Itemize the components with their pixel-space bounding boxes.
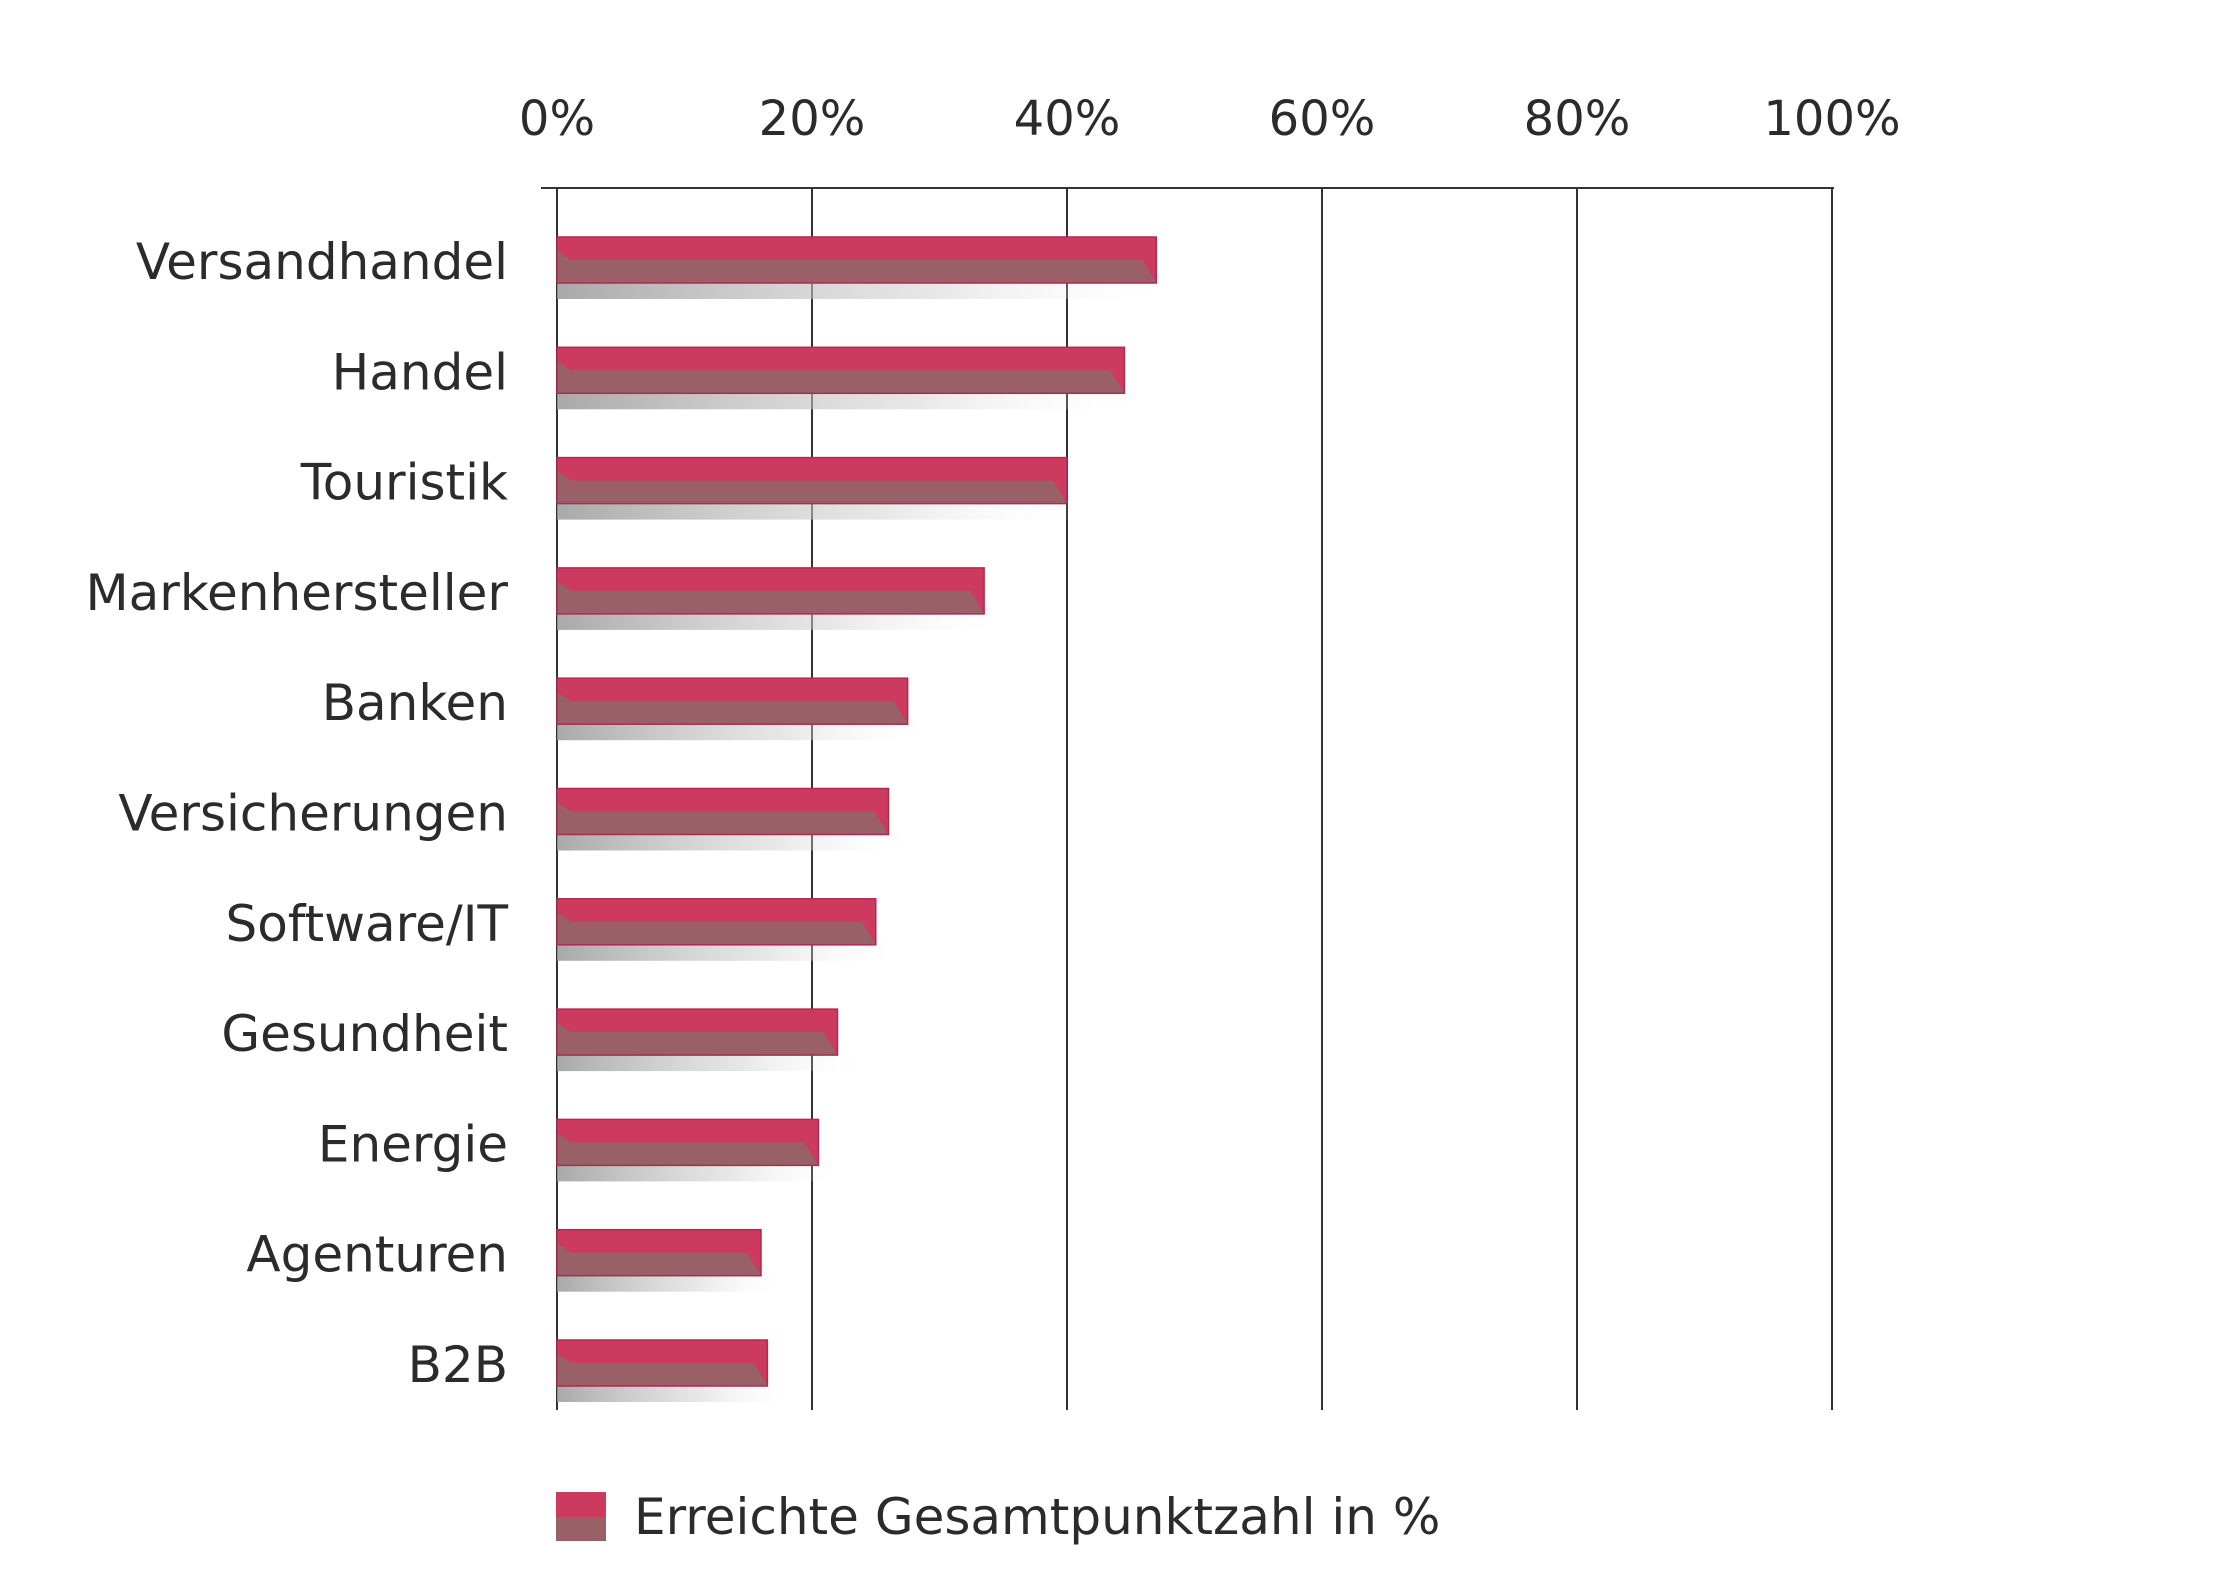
bar	[556, 456, 1068, 505]
category-label: Handel	[332, 343, 508, 401]
bars	[556, 236, 1185, 1402]
bar-outline	[556, 346, 1126, 395]
bar	[556, 236, 1157, 284]
bar-shadow	[557, 499, 1095, 520]
bar	[556, 567, 985, 615]
category-label: Banken	[322, 674, 508, 732]
category-labels: Versandhandel Handel Touristik Markenherste…	[86, 233, 509, 1394]
x-tick-label: 0%	[519, 91, 595, 147]
bar-outline	[556, 677, 909, 725]
bar-top-face	[557, 237, 1157, 283]
bar-shadow	[557, 940, 904, 961]
x-tick-label: 20%	[759, 91, 866, 147]
x-tick-label: 80%	[1524, 91, 1631, 147]
category-label: Versicherungen	[118, 785, 508, 843]
bar-shadow	[557, 1161, 847, 1182]
category-label: Agenturen	[246, 1226, 508, 1284]
category-label: Energie	[318, 1115, 508, 1173]
bar	[556, 677, 909, 725]
legend-swatch-bottom	[556, 1517, 606, 1541]
category-label: Markenhersteller	[86, 564, 509, 622]
category-label: B2B	[408, 1336, 508, 1394]
bar-top-face	[557, 788, 889, 835]
bar-top-face	[557, 567, 985, 614]
category-label: Software/IT	[225, 895, 508, 953]
bar	[556, 898, 877, 946]
bar-outline	[556, 1339, 769, 1387]
x-tick-label: 100%	[1763, 91, 1900, 147]
bar-top-face	[557, 1009, 838, 1056]
legend-label: Erreichte Gesamtpunktzahl in %	[634, 1488, 1440, 1546]
legend-swatch-top	[556, 1492, 606, 1517]
category-label: Touristik	[300, 454, 508, 512]
bar-top-face	[557, 678, 908, 725]
legend: Erreichte Gesamtpunktzahl in %	[556, 1488, 1440, 1546]
bar-top-face	[557, 1119, 819, 1166]
bar	[556, 1228, 762, 1277]
bar-shadow	[557, 830, 917, 851]
bar-top-face	[557, 1229, 761, 1276]
bar-top-face	[557, 898, 876, 945]
bar-shadow	[557, 389, 1153, 410]
bar	[556, 1339, 769, 1387]
bar-outline	[556, 787, 890, 836]
bar	[556, 1008, 839, 1056]
bar-outline	[556, 1228, 762, 1277]
bar-shadow	[557, 279, 1185, 299]
category-label: Gesundheit	[221, 1005, 508, 1063]
bar-top-face	[557, 457, 1067, 504]
bar-shadow	[557, 720, 936, 741]
x-tick-label: 40%	[1014, 91, 1121, 147]
bar-outline	[556, 236, 1157, 284]
bar-shadow	[557, 1051, 866, 1072]
bar-outline	[556, 456, 1068, 505]
bar	[556, 1118, 820, 1167]
bar-shadow	[557, 1382, 796, 1402]
bar-outline	[556, 1008, 839, 1056]
x-tick-labels: 0% 20% 40% 60% 80% 100%	[519, 91, 1901, 147]
bar-top-face	[557, 347, 1125, 394]
x-tick-label: 60%	[1269, 91, 1376, 147]
bar-shadow	[557, 609, 1013, 630]
bar-outline	[556, 1118, 820, 1167]
bar-outline	[556, 898, 877, 946]
bar	[556, 787, 890, 836]
bar-top-face	[557, 1340, 768, 1386]
bar-outline	[556, 567, 985, 615]
category-label: Versandhandel	[136, 233, 508, 291]
bar	[556, 346, 1126, 395]
bar-shadow	[557, 1271, 789, 1292]
